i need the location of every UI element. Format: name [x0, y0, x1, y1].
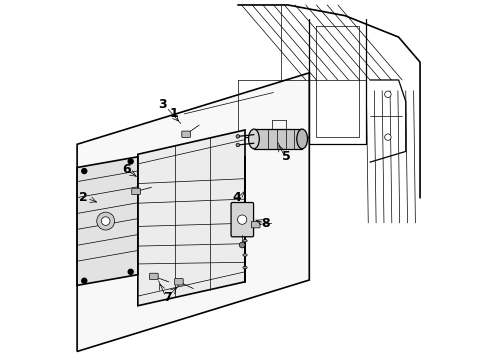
Ellipse shape [243, 239, 247, 242]
Circle shape [385, 91, 391, 98]
FancyBboxPatch shape [132, 188, 140, 195]
Circle shape [236, 143, 240, 147]
Text: 6: 6 [122, 163, 131, 176]
Ellipse shape [248, 129, 259, 149]
Circle shape [82, 168, 87, 174]
Circle shape [238, 215, 247, 224]
Polygon shape [77, 73, 309, 351]
Text: 4: 4 [232, 191, 241, 204]
Circle shape [236, 135, 240, 138]
Text: 8: 8 [261, 217, 270, 230]
Circle shape [128, 159, 133, 164]
FancyBboxPatch shape [149, 273, 158, 280]
Ellipse shape [243, 266, 247, 269]
FancyBboxPatch shape [231, 203, 253, 237]
Polygon shape [138, 130, 245, 306]
Text: 7: 7 [163, 291, 172, 305]
Circle shape [385, 134, 391, 140]
Ellipse shape [297, 129, 308, 149]
Text: 2: 2 [79, 192, 88, 204]
Ellipse shape [243, 254, 247, 256]
FancyBboxPatch shape [251, 221, 260, 228]
Circle shape [101, 217, 110, 225]
Text: 5: 5 [282, 150, 291, 163]
Circle shape [97, 212, 115, 230]
Polygon shape [254, 129, 302, 149]
Text: 1: 1 [169, 107, 178, 120]
Polygon shape [77, 157, 138, 285]
Circle shape [128, 269, 133, 274]
Circle shape [239, 242, 245, 248]
Text: 3: 3 [159, 99, 167, 112]
FancyBboxPatch shape [174, 279, 183, 285]
Circle shape [82, 278, 87, 283]
FancyBboxPatch shape [182, 131, 190, 138]
